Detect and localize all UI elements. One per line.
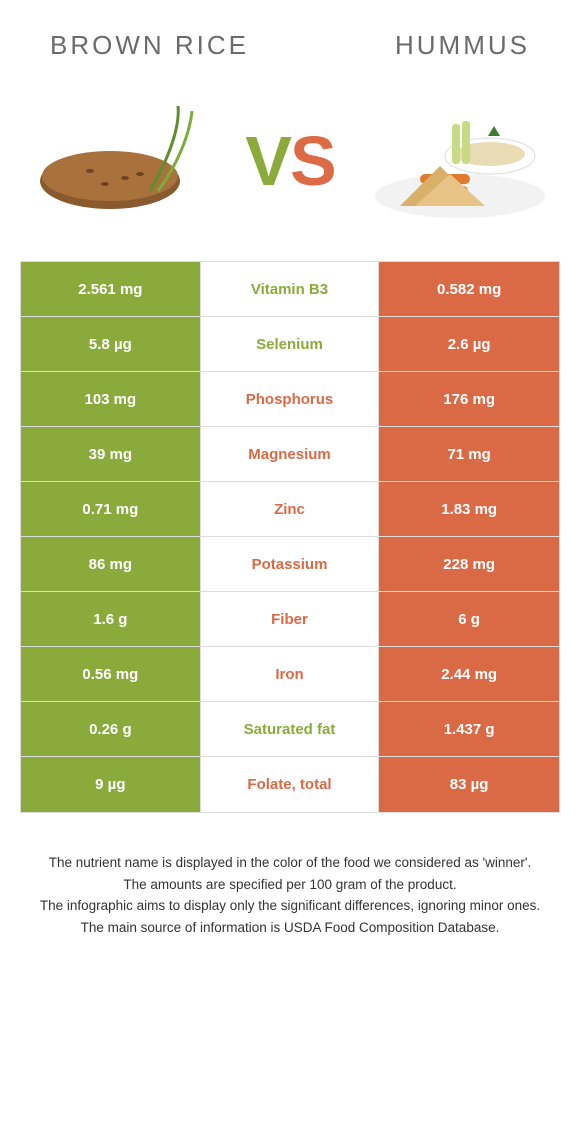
left-value: 39 mg [21,427,201,481]
right-value: 1.83 mg [379,482,559,536]
nutrient-label: Vitamin B3 [201,262,380,316]
left-value: 0.26 g [21,702,201,756]
hummus-icon [360,96,550,226]
table-row: 86 mgPotassium228 mg [21,537,559,592]
table-row: 0.56 mgIron2.44 mg [21,647,559,702]
right-value: 228 mg [379,537,559,591]
vs-label: VS [245,121,334,201]
nutrient-table: 2.561 mgVitamin B30.582 mg5.8 µgSelenium… [20,261,560,813]
table-row: 39 mgMagnesium71 mg [21,427,559,482]
left-value: 86 mg [21,537,201,591]
left-value: 0.71 mg [21,482,201,536]
right-value: 6 g [379,592,559,646]
vs-v: V [245,122,290,200]
right-value: 71 mg [379,427,559,481]
left-food-image [30,96,220,226]
table-row: 1.6 gFiber6 g [21,592,559,647]
left-value: 9 µg [21,757,201,812]
right-value: 0.582 mg [379,262,559,316]
right-value: 2.6 µg [379,317,559,371]
footnote-line: The amounts are specified per 100 gram o… [38,875,542,895]
right-value: 176 mg [379,372,559,426]
right-food-image [360,96,550,226]
nutrient-label: Saturated fat [201,702,380,756]
footnotes: The nutrient name is displayed in the co… [20,843,560,949]
footnote-line: The main source of information is USDA F… [38,918,542,938]
left-value: 2.561 mg [21,262,201,316]
table-row: 2.561 mgVitamin B30.582 mg [21,262,559,317]
nutrient-label: Selenium [201,317,380,371]
nutrient-label: Potassium [201,537,380,591]
left-value: 5.8 µg [21,317,201,371]
hero-section: VS [20,81,560,261]
nutrient-label: Iron [201,647,380,701]
table-row: 0.71 mgZinc1.83 mg [21,482,559,537]
left-value: 103 mg [21,372,201,426]
vs-s: S [290,122,335,200]
footnote-line: The infographic aims to display only the… [38,896,542,916]
table-row: 0.26 gSaturated fat1.437 g [21,702,559,757]
nutrient-label: Phosphorus [201,372,380,426]
right-value: 2.44 mg [379,647,559,701]
nutrient-label: Magnesium [201,427,380,481]
left-value: 0.56 mg [21,647,201,701]
nutrient-label: Zinc [201,482,380,536]
left-food-title: BROWN RICE [50,30,249,61]
table-row: 103 mgPhosphorus176 mg [21,372,559,427]
right-value: 1.437 g [379,702,559,756]
left-value: 1.6 g [21,592,201,646]
right-value: 83 µg [379,757,559,812]
footnote-line: The nutrient name is displayed in the co… [38,853,542,873]
brown-rice-icon [30,96,220,226]
comparison-header: BROWN RICE HUMMUS [20,30,560,81]
table-row: 9 µgFolate, total83 µg [21,757,559,812]
nutrient-label: Folate, total [201,757,380,812]
nutrient-label: Fiber [201,592,380,646]
table-row: 5.8 µgSelenium2.6 µg [21,317,559,372]
right-food-title: HUMMUS [395,30,530,61]
